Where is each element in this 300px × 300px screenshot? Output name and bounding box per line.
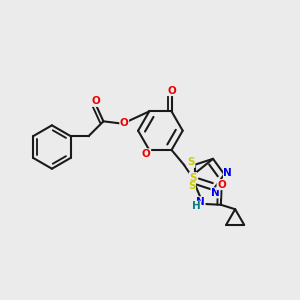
Text: O: O [217,180,226,190]
Text: O: O [120,118,129,128]
Text: H: H [192,201,201,211]
Text: N: N [211,188,220,198]
Text: S: S [189,172,197,183]
Text: S: S [188,158,195,167]
Text: S: S [188,182,196,191]
Text: N: N [196,197,205,207]
Text: N: N [224,168,232,178]
Text: O: O [92,96,100,106]
Text: O: O [167,85,176,96]
Text: O: O [142,149,151,159]
